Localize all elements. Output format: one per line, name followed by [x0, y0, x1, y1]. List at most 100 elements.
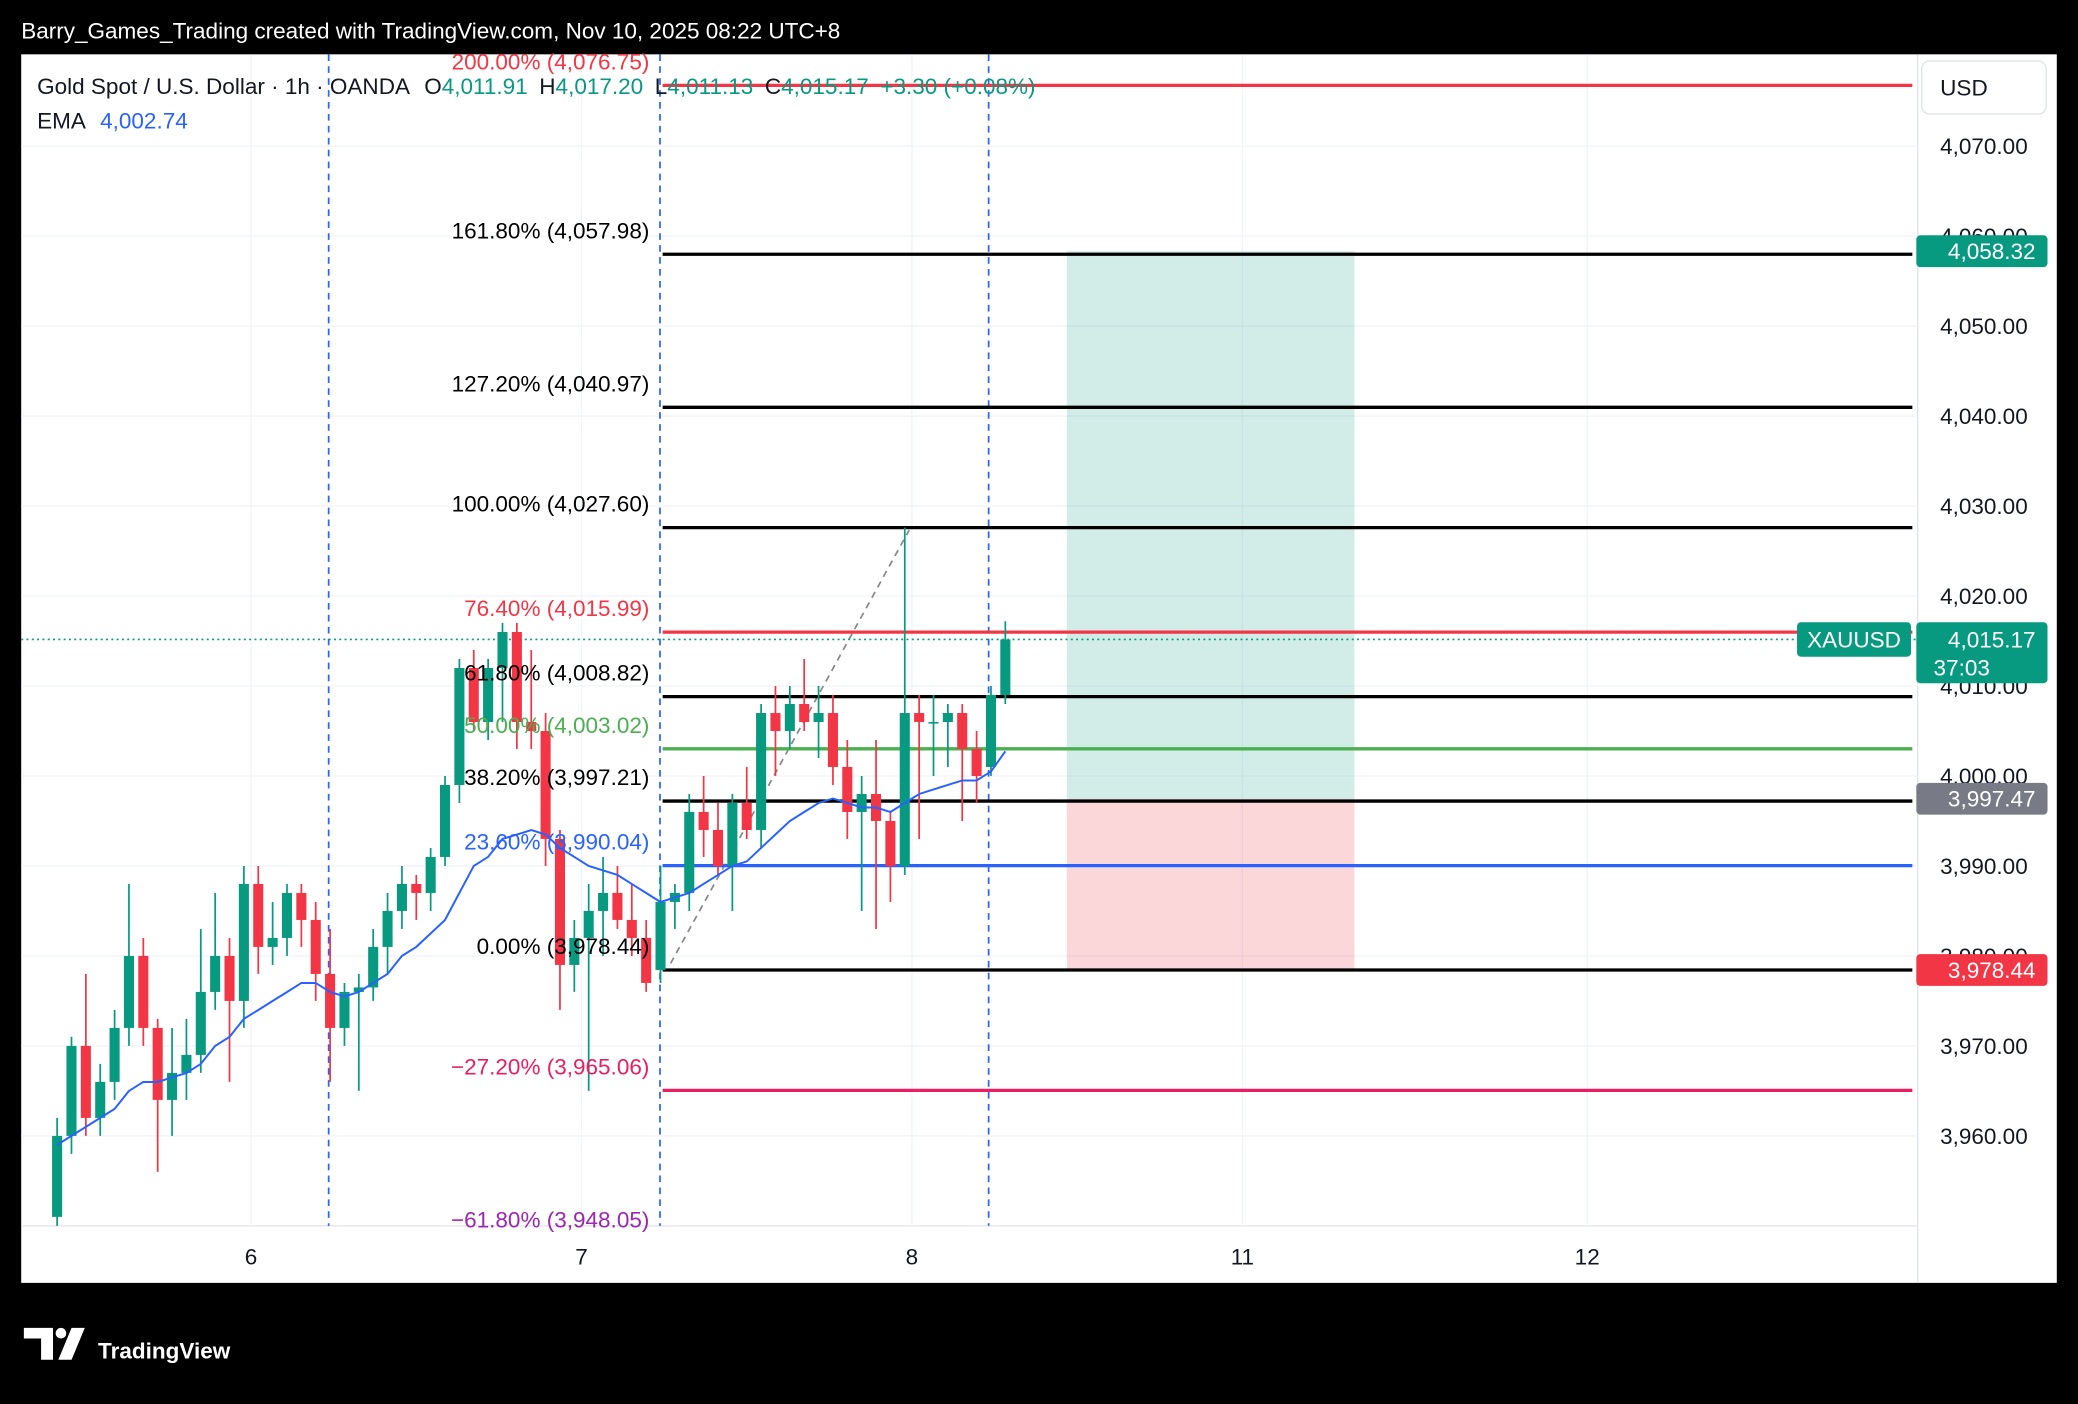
- candle-body: [554, 838, 566, 965]
- entry-price-tag-bg: [1916, 782, 2048, 815]
- y-tick-label: 4,070.00: [1940, 134, 2028, 159]
- candle-body: [95, 1081, 106, 1118]
- target-zone: [1066, 251, 1355, 799]
- candle-body: [339, 991, 350, 1028]
- symbol-tag: XAUUSD: [1807, 627, 1901, 652]
- legend: Gold Spot / U.S. Dollar · 1h · OANDA O4,…: [37, 74, 1035, 99]
- y-tick-label: 3,960.00: [1940, 1124, 2028, 1149]
- candle-body: [152, 1027, 163, 1100]
- fib-label: 23.60% (3,990.04): [464, 830, 649, 855]
- ohlc-value: 4,015.17: [781, 74, 869, 99]
- candle-body: [971, 748, 982, 776]
- candle-body: [439, 784, 451, 857]
- candle-body: [827, 712, 838, 767]
- candle-body: [425, 856, 436, 893]
- fib-label: −61.80% (3,948.05): [451, 1208, 649, 1233]
- ohlc-value: 4,011.91: [442, 74, 528, 99]
- candle-body: [66, 1045, 77, 1136]
- candle-body: [655, 901, 666, 970]
- candle-body: [224, 955, 235, 1001]
- y-tick-label: 4,030.00: [1940, 494, 2028, 519]
- ema-legend: EMA 4,002.74: [37, 109, 188, 134]
- candle-body: [899, 712, 910, 866]
- candle-body: [612, 892, 623, 920]
- candle-body: [928, 721, 939, 724]
- currency-button[interactable]: [1920, 60, 2047, 115]
- y-tick-label: 4,050.00: [1940, 314, 2028, 339]
- ohlc-value: 4,017.20: [556, 74, 644, 99]
- x-tick-label: 8: [906, 1244, 919, 1269]
- candle-body: [526, 721, 537, 731]
- stop-price-tag-bg: [1916, 954, 2048, 986]
- candle-body: [540, 730, 551, 839]
- target-price-tag-bg: [1916, 235, 2048, 268]
- candle-body: [569, 937, 580, 965]
- fib-label: 76.40% (4,015.99): [464, 596, 649, 621]
- candle-body: [468, 668, 479, 722]
- y-tick-label: 4,040.00: [1940, 404, 2028, 429]
- candle-body: [727, 802, 738, 866]
- y-tick-label: 4,020.00: [1940, 584, 2028, 609]
- candle-body: [756, 712, 767, 830]
- candle-body: [799, 703, 810, 722]
- candle-body: [382, 910, 393, 947]
- candle-body: [842, 766, 853, 812]
- candle-body: [957, 712, 968, 749]
- candle-body: [985, 694, 997, 767]
- logo-mark: [23, 1327, 85, 1360]
- candle-body: [123, 955, 134, 1028]
- stop-price-tag: 3,978.44: [1948, 958, 2036, 983]
- plot: [21, 54, 1918, 1226]
- footer-logo: TradingView: [23, 1327, 231, 1363]
- candle-body: [641, 937, 652, 983]
- currency[interactable]: USD: [1940, 75, 1988, 100]
- x-tick-label: 12: [1575, 1244, 1600, 1269]
- ema-value: 4,002.74: [100, 109, 188, 134]
- candle-body: [583, 910, 594, 938]
- candle-body: [267, 937, 278, 947]
- candle-body: [856, 793, 867, 812]
- candle-body: [813, 712, 824, 722]
- candle-body: [626, 919, 637, 938]
- candle-body: [741, 802, 752, 830]
- last-price-tag-bg: [1916, 622, 2048, 684]
- entry-price-tag: 3,997.47: [1948, 787, 2036, 812]
- candle-body: [914, 712, 925, 722]
- ohlc-key: C: [765, 74, 781, 99]
- fib-label: 61.80% (4,008.82): [464, 661, 649, 686]
- symbol-title: Gold Spot / U.S. Dollar · 1h · OANDA: [37, 74, 410, 99]
- ema-name: EMA: [37, 109, 86, 134]
- candle-body: [684, 811, 695, 893]
- candle-body: [253, 883, 264, 947]
- candle-body: [281, 892, 293, 938]
- ohlc-value: 4,011.13: [667, 74, 753, 99]
- candle-body: [784, 703, 795, 731]
- candle-body: [698, 811, 709, 830]
- x-tick-label: 7: [575, 1244, 588, 1269]
- target-price-tag: 4,058.32: [1948, 239, 2036, 264]
- countdown: 37:03: [1934, 655, 1990, 680]
- fib-label: 38.20% (3,997.21): [464, 765, 649, 790]
- candle-body: [109, 1027, 120, 1082]
- candle-body: [238, 883, 249, 1001]
- x-tick-label: 6: [245, 1244, 258, 1269]
- ohlc-key: L: [655, 74, 668, 99]
- candle-body: [195, 991, 206, 1055]
- x-tick-label: 11: [1231, 1244, 1254, 1269]
- candle-body: [368, 946, 379, 988]
- candle-body: [712, 829, 724, 866]
- brand: TradingView: [98, 1338, 231, 1363]
- fib-label: 0.00% (3,978.44): [477, 934, 650, 959]
- candle-body: [497, 632, 508, 669]
- header-text: Barry_Games_Trading created with Trading…: [21, 18, 840, 43]
- fib-label: 100.00% (4,027.60): [452, 492, 650, 517]
- candle-body: [210, 955, 221, 992]
- candle-body: [52, 1135, 63, 1217]
- change: +3.30 (+0.08%): [880, 74, 1035, 99]
- ohlc-key: O: [424, 74, 442, 99]
- candle-body: [167, 1072, 178, 1100]
- candle-body: [396, 883, 407, 911]
- fib-label: −27.20% (3,965.06): [451, 1054, 649, 1079]
- candle-body: [1000, 639, 1011, 695]
